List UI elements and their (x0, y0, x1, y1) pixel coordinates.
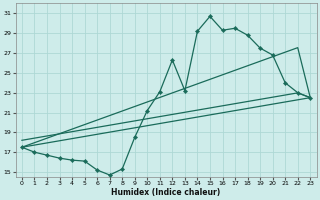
X-axis label: Humidex (Indice chaleur): Humidex (Indice chaleur) (111, 188, 221, 197)
